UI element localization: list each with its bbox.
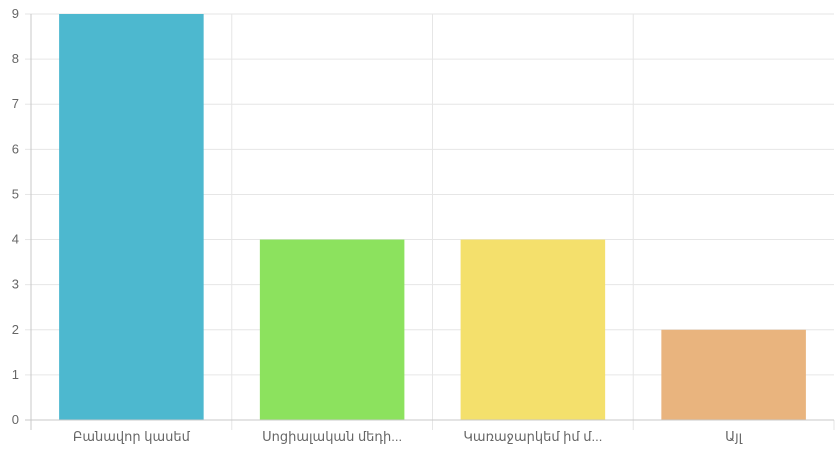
x-tick-label: Բանավոր կասեմ	[73, 429, 191, 444]
axes	[25, 14, 834, 430]
y-tick-label: 7	[12, 96, 19, 111]
y-tick-label: 0	[12, 412, 19, 427]
y-tick-label: 2	[12, 322, 19, 337]
y-tick-label: 1	[12, 367, 19, 382]
x-tick-label: Կառաջարկեմ իմ մ...	[463, 429, 602, 444]
y-tick-label: 8	[12, 51, 19, 66]
bars	[59, 14, 806, 420]
bar	[259, 239, 405, 420]
bar	[59, 14, 204, 420]
y-tick-label: 3	[12, 277, 19, 292]
y-tick-label: 6	[12, 141, 19, 156]
y-tick-label: 4	[12, 232, 19, 247]
y-tick-label: 5	[12, 186, 19, 201]
x-tick-labels: Բանավոր կասեմ Սոցիալական մեդի... Կառաջարկե…	[73, 429, 743, 444]
y-tick-labels: 0 1 2 3 4 5 6 7 8 9	[12, 6, 19, 427]
x-tick-label: Այլ	[725, 429, 742, 444]
bar	[460, 239, 606, 420]
x-tick-label: Սոցիալական մեդի...	[262, 429, 402, 444]
bar	[661, 329, 806, 420]
y-tick-label: 9	[12, 6, 19, 21]
